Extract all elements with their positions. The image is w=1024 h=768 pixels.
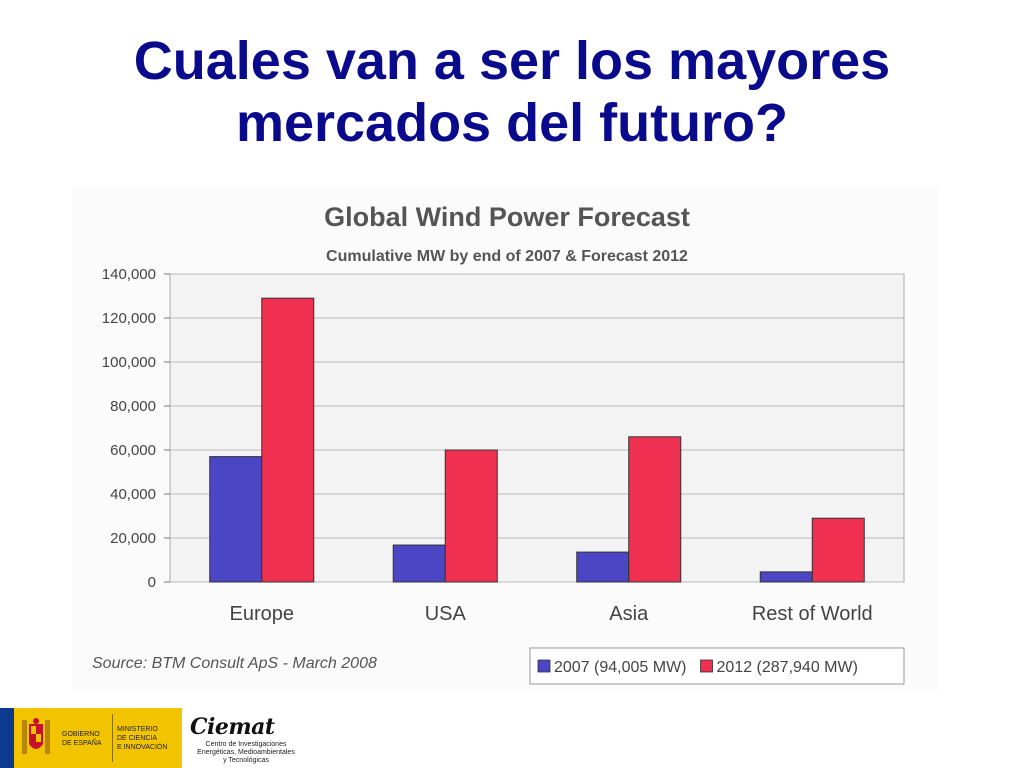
bar-rest-of-world-series-1	[759, 571, 813, 583]
y-tick-label: 0	[148, 574, 156, 591]
bar-europe-series-2	[261, 297, 315, 583]
chart-source: Source: BTM Consult ApS - March 2008	[92, 655, 377, 672]
bar-europe-series-1	[209, 456, 263, 583]
ministry-line-1: MINISTERIO	[117, 726, 158, 733]
ciemat-sub-line-3: y Tecnológicas	[223, 757, 269, 764]
y-tick-label: 80,000	[110, 398, 156, 415]
government-logo: GOBIERNO DE ESPAÑA MINISTERIO DE CIENCIA…	[0, 708, 182, 768]
bar-chart: Global Wind Power Forecast Cumulative MW…	[92, 202, 905, 685]
spain-coat-of-arms-icon	[22, 718, 50, 754]
bar-usa-series-2	[444, 449, 498, 583]
y-tick-label: 40,000	[110, 486, 156, 503]
x-category-label: Europe	[230, 603, 295, 625]
legend-label: 2007 (94,005 MW)	[554, 659, 687, 676]
ciemat-sub-line-1: Centro de Investigaciones	[205, 741, 287, 748]
eu-flag-icon	[0, 708, 14, 768]
legend-label: 2012 (287,940 MW)	[717, 659, 858, 676]
chart-legend: 2007 (94,005 MW) 2012 (287,940 MW)	[529, 647, 905, 685]
ministry-line-2: DE CIENCIA	[117, 735, 158, 742]
gov-line-1: GOBIERNO	[62, 731, 100, 738]
ciemat-sub-line-2: Energéticas, Medioambientales	[197, 749, 295, 756]
slide-title-line-2: mercados del futuro?	[235, 93, 789, 153]
gov-line-2: DE ESPAÑA	[62, 740, 102, 747]
legend-swatch	[537, 659, 551, 673]
logo-divider	[112, 714, 113, 762]
y-tick-label: 140,000	[102, 266, 156, 283]
x-category-label: Rest of World	[752, 603, 873, 625]
chart-title: Global Wind Power Forecast	[324, 202, 690, 232]
footer-logos: GOBIERNO DE ESPAÑA MINISTERIO DE CIENCIA…	[0, 708, 310, 768]
bar-asia-series-1	[576, 551, 630, 583]
chart-frame: Global Wind Power Forecast Cumulative MW…	[72, 186, 938, 692]
ciemat-subtitle: Centro de Investigaciones Energéticas, M…	[186, 741, 306, 765]
x-category-label: Asia	[609, 603, 649, 625]
bar-usa-series-1	[392, 544, 446, 583]
legend-box	[529, 647, 905, 685]
y-tick-label: 60,000	[110, 442, 156, 459]
bar-asia-series-2	[628, 436, 682, 583]
y-tick-label: 100,000	[102, 354, 156, 371]
slide-title: Cuales van a ser los mayores mercados de…	[0, 30, 1024, 154]
y-tick-label: 120,000	[102, 310, 156, 327]
ministry-line-3: E INNOVACIÓN	[117, 744, 168, 751]
y-tick-label: 20,000	[110, 530, 156, 547]
legend-swatch	[700, 659, 713, 673]
chart-subtitle: Cumulative MW by end of 2007 & Forecast …	[326, 248, 688, 265]
bar-rest-of-world-series-2	[811, 517, 865, 583]
slide-title-line-1: Cuales van a ser los mayores	[133, 31, 891, 91]
x-category-label: USA	[425, 603, 467, 625]
ciemat-logo: Ciemat	[190, 714, 275, 740]
